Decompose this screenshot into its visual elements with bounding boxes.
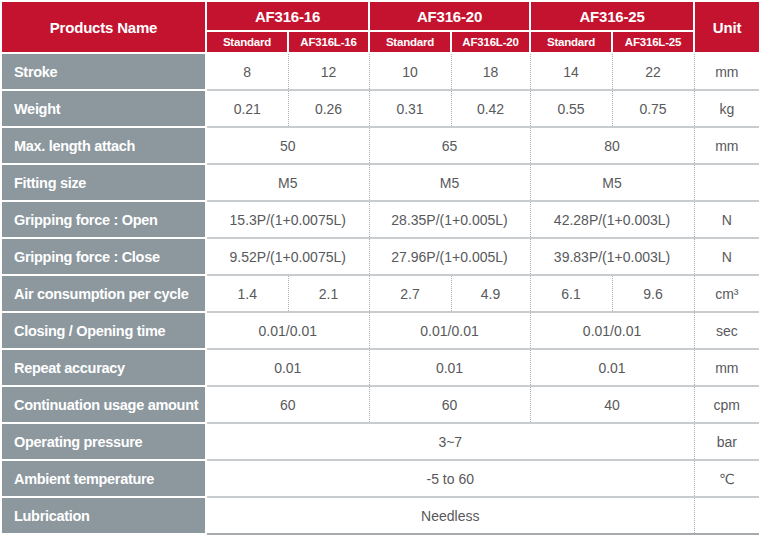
table-row-closing-opening-time: Closing / Opening time 0.01/0.01 0.01/0.… [2, 312, 759, 349]
spec-cell: 3~7 [206, 423, 694, 460]
spec-cell: 4.9 [451, 275, 530, 312]
sub-header-af316l-25: AF316L-25 [612, 31, 694, 53]
unit-cell: bar [694, 423, 759, 460]
row-label: Gripping force : Open [2, 201, 206, 238]
row-label: Continuation usage amount [2, 386, 206, 423]
spec-cell: 1.4 [206, 275, 288, 312]
unit-cell: mm [694, 53, 759, 90]
spec-cell: Needless [206, 497, 694, 534]
header-row-products: Products Name AF316-16 AF316-20 AF316-25… [2, 1, 759, 31]
product-spec-table: Products Name AF316-16 AF316-20 AF316-25… [2, 0, 759, 535]
products-name-header: Products Name [2, 1, 206, 53]
spec-cell: M5 [369, 164, 530, 201]
row-label: Lubrication [2, 497, 206, 534]
spec-cell: 28.35P/(1+0.005L) [369, 201, 530, 238]
spec-cell: 60 [206, 386, 369, 423]
spec-cell: 22 [612, 53, 694, 90]
row-label: Closing / Opening time [2, 312, 206, 349]
spec-cell: 14 [530, 53, 612, 90]
sub-header-af316l-16: AF316L-16 [288, 31, 369, 53]
spec-cell: 0.01/0.01 [530, 312, 694, 349]
table-row-continuation-usage: Continuation usage amount 60 60 40 cpm [2, 386, 759, 423]
spec-cell: 39.83P/(1+0.003L) [530, 238, 694, 275]
unit-header: Unit [694, 1, 759, 53]
table-row-lubrication: Lubrication Needless [2, 497, 759, 534]
spec-cell: 8 [206, 53, 288, 90]
spec-cell: 60 [369, 386, 530, 423]
table-row-max-length-attach: Max. length attach 50 65 80 mm [2, 127, 759, 164]
table-row-air-consumption: Air consumption per cycle 1.4 2.1 2.7 4.… [2, 275, 759, 312]
unit-cell [694, 164, 759, 201]
group-header-af316-25: AF316-25 [530, 1, 694, 31]
spec-cell: 0.01/0.01 [369, 312, 530, 349]
spec-cell: 6.1 [530, 275, 612, 312]
row-label: Weight [2, 90, 206, 127]
row-label: Repeat accuracy [2, 349, 206, 386]
table-row-gripping-force-open: Gripping force : Open 15.3P/(1+0.0075L) … [2, 201, 759, 238]
row-label: Gripping force : Close [2, 238, 206, 275]
unit-cell: cpm [694, 386, 759, 423]
table-row-repeat-accuracy: Repeat accuracy 0.01 0.01 0.01 mm [2, 349, 759, 386]
spec-cell: 0.01 [369, 349, 530, 386]
row-label: Stroke [2, 53, 206, 90]
spec-cell: 42.28P/(1+0.003L) [530, 201, 694, 238]
unit-cell: ℃ [694, 460, 759, 497]
table-row-fitting-size: Fitting size M5 M5 M5 [2, 164, 759, 201]
spec-cell: 40 [530, 386, 694, 423]
spec-cell: 2.1 [288, 275, 369, 312]
spec-cell: 0.01 [206, 349, 369, 386]
spec-cell: 0.21 [206, 90, 288, 127]
table-row-operating-pressure: Operating pressure 3~7 bar [2, 423, 759, 460]
spec-cell: 0.01/0.01 [206, 312, 369, 349]
spec-cell: 0.42 [451, 90, 530, 127]
row-label: Ambient temperature [2, 460, 206, 497]
row-label: Max. length attach [2, 127, 206, 164]
sub-header-standard-16: Standard [206, 31, 288, 53]
spec-cell: 80 [530, 127, 694, 164]
spec-cell: 10 [369, 53, 451, 90]
unit-cell: cm³ [694, 275, 759, 312]
spec-cell: 65 [369, 127, 530, 164]
group-header-af316-16: AF316-16 [206, 1, 369, 31]
spec-cell: 18 [451, 53, 530, 90]
row-label: Operating pressure [2, 423, 206, 460]
spec-cell: 0.75 [612, 90, 694, 127]
row-label: Fitting size [2, 164, 206, 201]
unit-cell [694, 497, 759, 534]
unit-cell: N [694, 201, 759, 238]
group-header-af316-20: AF316-20 [369, 1, 530, 31]
spec-cell: 2.7 [369, 275, 451, 312]
table-row-gripping-force-close: Gripping force : Close 9.52P/(1+0.0075L)… [2, 238, 759, 275]
spec-cell: 0.31 [369, 90, 451, 127]
sub-header-standard-25: Standard [530, 31, 612, 53]
spec-cell: 0.26 [288, 90, 369, 127]
spec-cell: 12 [288, 53, 369, 90]
spec-cell: -5 to 60 [206, 460, 694, 497]
sub-header-af316l-20: AF316L-20 [451, 31, 530, 53]
table-row-ambient-temperature: Ambient temperature -5 to 60 ℃ [2, 460, 759, 497]
spec-cell: M5 [206, 164, 369, 201]
unit-cell: mm [694, 349, 759, 386]
table-row-weight: Weight 0.21 0.26 0.31 0.42 0.55 0.75 kg [2, 90, 759, 127]
spec-cell: 9.6 [612, 275, 694, 312]
table-row-stroke: Stroke 8 12 10 18 14 22 mm [2, 53, 759, 90]
spec-cell: 9.52P/(1+0.0075L) [206, 238, 369, 275]
unit-cell: kg [694, 90, 759, 127]
spec-cell: M5 [530, 164, 694, 201]
spec-cell: 27.96P/(1+0.005L) [369, 238, 530, 275]
spec-cell: 50 [206, 127, 369, 164]
unit-cell: sec [694, 312, 759, 349]
unit-cell: N [694, 238, 759, 275]
unit-cell: mm [694, 127, 759, 164]
spec-cell: 0.01 [530, 349, 694, 386]
spec-cell: 0.55 [530, 90, 612, 127]
spec-cell: 15.3P/(1+0.0075L) [206, 201, 369, 238]
row-label: Air consumption per cycle [2, 275, 206, 312]
sub-header-standard-20: Standard [369, 31, 451, 53]
